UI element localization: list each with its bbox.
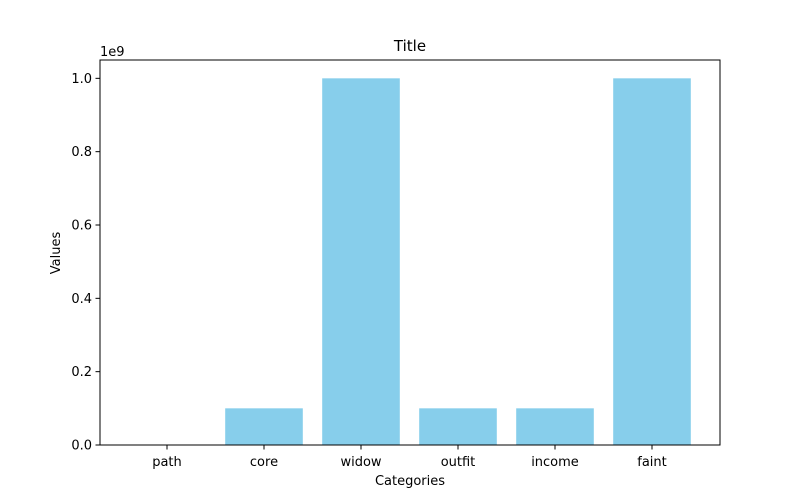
bar-core	[225, 408, 303, 445]
x-axis-label: Categories	[375, 474, 445, 489]
x-tick-label-core: core	[250, 455, 278, 470]
y-tick-label-3: 0.6	[71, 219, 92, 234]
y-axis-scale-label: 1e9	[100, 45, 125, 60]
y-axis-label: Values	[49, 232, 64, 275]
x-tick-label-widow: widow	[340, 455, 381, 470]
y-tick-label-4: 0.8	[71, 145, 92, 160]
bars-layer	[128, 78, 691, 445]
y-tick-label-0: 0.0	[71, 439, 92, 454]
chart-title: Title	[393, 37, 426, 55]
x-tick-label-income: income	[531, 455, 579, 470]
x-tick-label-faint: faint	[637, 455, 667, 470]
bar-faint	[613, 78, 691, 445]
bar-outfit	[419, 408, 497, 445]
y-tick-label-5: 1.0	[71, 72, 92, 87]
bar-income	[516, 408, 594, 445]
x-tick-label-path: path	[152, 455, 182, 470]
x-tick-label-outfit: outfit	[441, 455, 476, 470]
y-tick-label-1: 0.2	[71, 365, 92, 380]
bar-widow	[322, 78, 400, 445]
y-tick-label-2: 0.4	[71, 292, 92, 307]
